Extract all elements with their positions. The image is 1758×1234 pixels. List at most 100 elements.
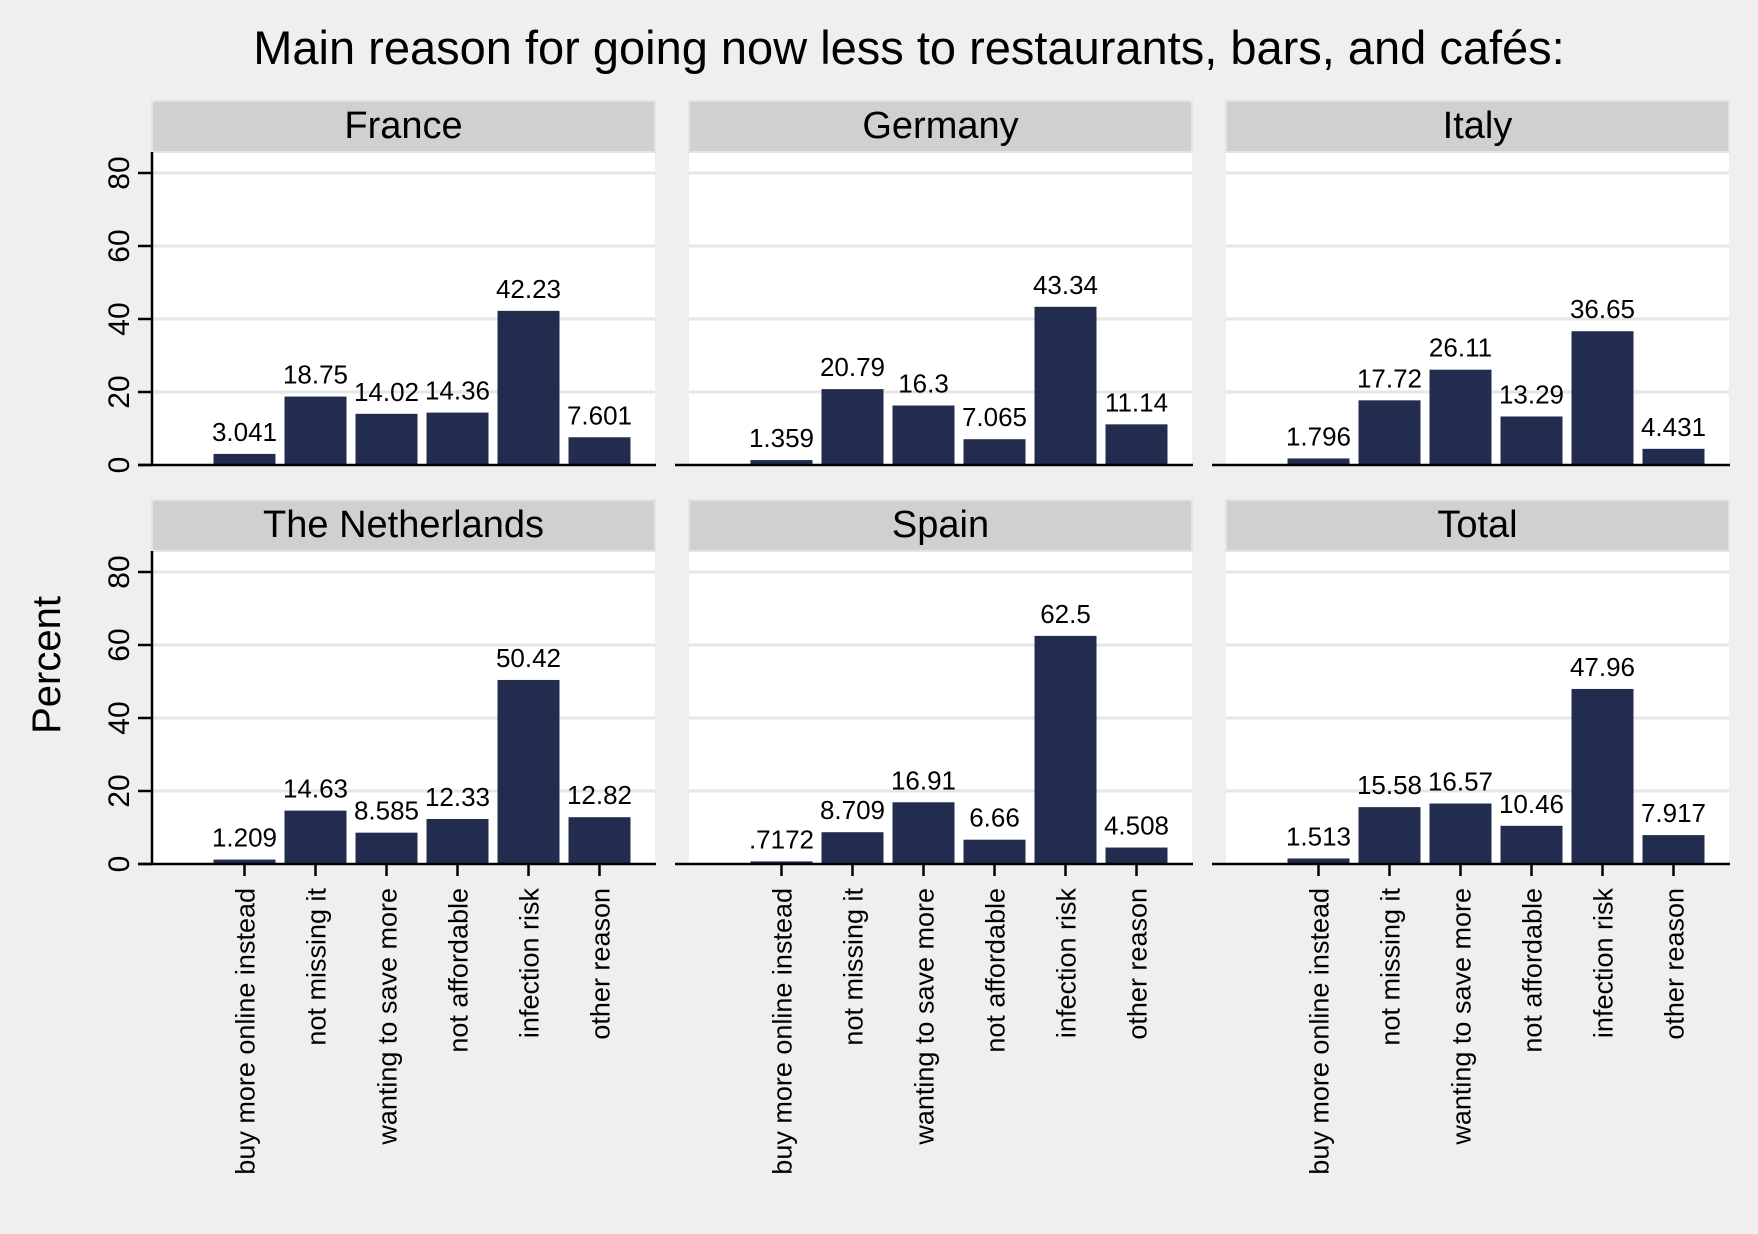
y-axis-label: Percent [25,596,69,734]
x-tick-label: wanting to save more [1447,888,1477,1146]
bar [213,859,276,864]
bar-value-label: 16.57 [1428,767,1493,797]
panel-strip-label: France [344,105,462,147]
x-tick-label: infection risk [515,888,545,1039]
bar [1287,858,1350,864]
x-tick-label: not missing it [302,888,332,1046]
bar-value-label: 36.65 [1570,294,1635,324]
bar-value-label: 16.91 [891,765,956,795]
plot-area [152,551,655,864]
bar-value-label: 42.23 [496,274,561,304]
bar-value-label: 1.359 [749,423,814,453]
y-tick-label: 40 [103,302,136,335]
bar-value-label: 11.14 [1105,387,1168,417]
bar [568,817,631,864]
bar-value-label: 20.79 [820,352,885,382]
bar [1358,807,1421,864]
bar-value-label: 12.82 [567,780,632,810]
bar-value-label: 7.601 [567,400,632,430]
panel-strip [1225,100,1730,153]
bar-value-label: 14.02 [354,377,419,407]
bar-value-label: 18.75 [283,360,348,390]
x-tick-label: other reason [586,888,616,1040]
x-tick-label: buy more online instead [768,888,798,1175]
bar [1500,825,1563,864]
x-tick-label: not affordable [444,888,474,1053]
bar-value-label: 14.63 [283,774,348,804]
bar [821,389,884,465]
y-tick-label: 60 [103,229,136,262]
bar [892,405,955,465]
bar [284,396,347,465]
bar-value-label: 3.041 [212,417,277,447]
y-tick-label: 60 [103,628,136,661]
bar [1034,306,1097,465]
panel-strip [151,499,656,552]
bar-value-label: 8.709 [820,795,885,825]
bar-value-label: 62.5 [1040,599,1091,629]
x-tick-label: buy more online instead [1305,888,1335,1175]
y-tick-label: 0 [103,856,136,873]
bar-value-label: 1.796 [1286,421,1351,451]
bar-value-label: 16.3 [898,369,949,399]
bar-value-label: 13.29 [1499,379,1564,409]
x-tick-label: wanting to save more [373,888,403,1146]
bar [355,832,418,864]
y-tick-label: 80 [103,156,136,189]
bar [1034,635,1097,864]
panel-germany: Germany 1.359 20.79 16.3 7.065 43.34 11.14 [675,100,1193,467]
bar-value-label: 14.36 [425,376,490,406]
bar [1105,424,1168,465]
bar [355,413,418,465]
bar-value-label: 7.917 [1641,798,1706,828]
y-tick-label: 40 [103,701,136,734]
bar-value-label: 1.513 [1286,821,1351,851]
x-tick-label: buy more online instead [231,888,261,1175]
bar [213,453,276,465]
bar-value-label: 4.508 [1104,811,1169,841]
x-tick-label: other reason [1123,888,1153,1040]
bar [1571,331,1634,465]
bar [750,460,813,465]
x-tick-label: infection risk [1589,888,1619,1039]
y-tick-label: 20 [103,774,136,807]
bar [1429,369,1492,465]
bar [963,839,1026,864]
bar [1429,803,1492,864]
bar [963,439,1026,465]
bar [1571,688,1634,864]
bar-value-label: 6.66 [969,803,1020,833]
bar-value-label: 50.42 [496,643,561,673]
bar [497,679,560,864]
bar-value-label: 47.96 [1570,652,1635,682]
bar [426,818,489,864]
bar [821,832,884,864]
bar-value-label: .7172 [749,824,814,854]
y-tick-label: 20 [103,375,136,408]
bar-value-label: 7.065 [962,402,1027,432]
bar-value-label: 26.11 [1429,333,1492,363]
bar [1105,847,1168,864]
bar [568,437,631,465]
x-tick-label: not affordable [1518,888,1548,1053]
bar [750,861,813,864]
panel-strip-label: Total [1437,504,1517,546]
chart-title: Main reason for going now less to restau… [253,21,1564,74]
panel-strip-label: Germany [862,105,1018,147]
plot-area [152,152,655,465]
bar [892,802,955,864]
panel-strip [688,100,1193,153]
bar-value-label: 43.34 [1033,270,1098,300]
x-tick-label: other reason [1660,888,1690,1040]
y-tick-label: 0 [103,457,136,474]
bar-value-label: 10.46 [1499,789,1564,819]
bar-value-label: 12.33 [425,782,490,812]
bar-value-label: 8.585 [354,796,419,826]
